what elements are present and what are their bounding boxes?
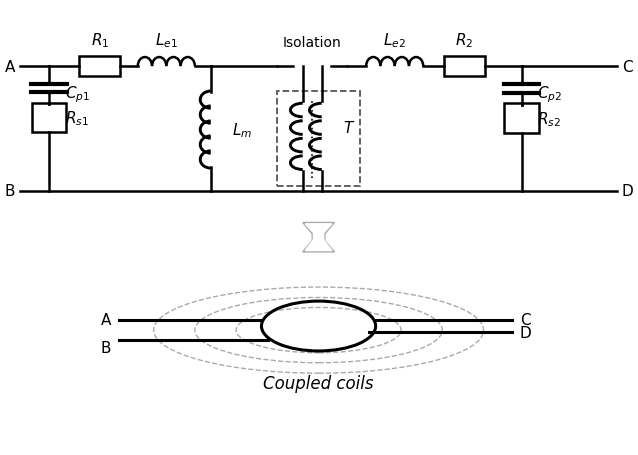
- Text: $R_1$: $R_1$: [91, 31, 109, 50]
- Text: $R_2$: $R_2$: [456, 31, 473, 50]
- Polygon shape: [305, 240, 332, 251]
- Text: $C_{p1}$: $C_{p1}$: [65, 84, 90, 104]
- Text: Coupled coils: Coupled coils: [263, 374, 374, 393]
- Bar: [31, 103, 66, 133]
- Bar: [504, 104, 539, 134]
- Text: $L_{e1}$: $L_{e1}$: [155, 31, 178, 50]
- Text: A: A: [5, 60, 15, 75]
- Text: $C_{p2}$: $C_{p2}$: [537, 84, 563, 104]
- Text: C: C: [520, 313, 530, 328]
- Polygon shape: [305, 224, 332, 240]
- Text: D: D: [622, 184, 634, 199]
- Text: C: C: [622, 60, 632, 75]
- Text: A: A: [101, 313, 111, 328]
- Text: $R_{s1}$: $R_{s1}$: [65, 109, 89, 127]
- Text: $T$: $T$: [343, 120, 355, 136]
- Bar: [444, 57, 485, 77]
- Text: $R_{s2}$: $R_{s2}$: [537, 110, 561, 128]
- Text: B: B: [5, 184, 15, 199]
- Text: Isolation: Isolation: [283, 36, 341, 50]
- Text: $L_m$: $L_m$: [232, 121, 253, 140]
- Bar: [278, 92, 360, 187]
- Text: D: D: [520, 325, 531, 340]
- Text: B: B: [101, 340, 111, 355]
- Polygon shape: [302, 241, 334, 253]
- Polygon shape: [302, 223, 334, 241]
- Bar: [79, 57, 121, 77]
- Text: $L_{e2}$: $L_{e2}$: [383, 31, 406, 50]
